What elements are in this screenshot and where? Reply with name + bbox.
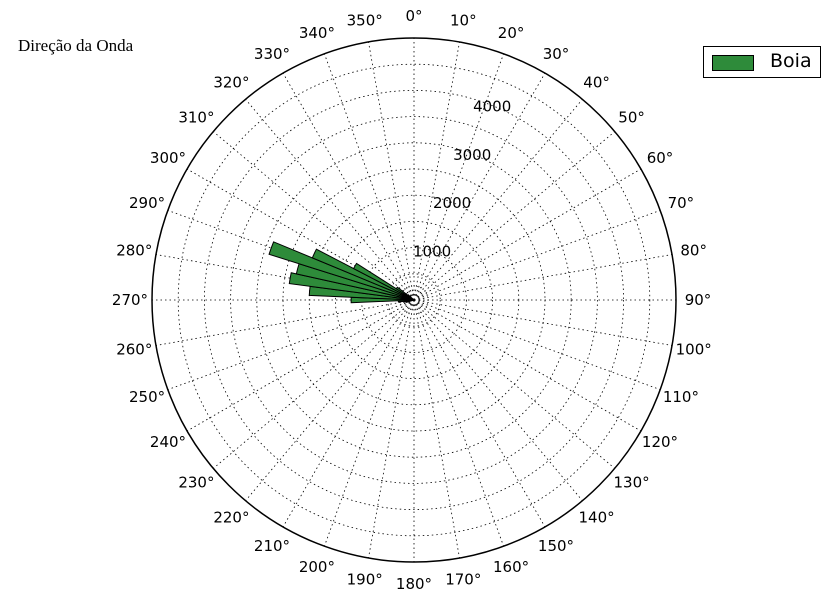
grid-circle <box>256 142 572 458</box>
bar-series <box>268 241 415 304</box>
angle-tick-label: 290° <box>129 194 165 212</box>
angle-tick-label: 110° <box>663 388 699 406</box>
angle-tick-label: 70° <box>668 194 695 212</box>
radial-tick-label: 3000 <box>453 146 491 164</box>
grid-spoke <box>155 299 415 346</box>
angle-tick-label: 20° <box>498 24 525 42</box>
grid-spoke <box>282 72 415 301</box>
grid-spoke <box>413 72 546 301</box>
grid-circle <box>230 116 598 484</box>
angle-tick-label: 130° <box>614 474 650 492</box>
angle-tick-label: 260° <box>116 340 152 358</box>
grid-spoke <box>155 254 415 301</box>
angle-tick-label: 350° <box>347 11 383 29</box>
angle-tick-label: 200° <box>299 558 335 576</box>
angle-tick-label: 40° <box>583 73 610 91</box>
angle-tick-label: 190° <box>347 571 383 589</box>
angle-tick-label: 330° <box>254 45 290 63</box>
axis-labels: 0° 10° 20° 30° 40° 50° 60° 70° 80° 90° 100° 110° 120… <box>112 7 712 593</box>
angle-tick-label: 210° <box>254 537 290 555</box>
grid-spoke <box>413 299 583 501</box>
angle-tick-label: 300° <box>150 149 186 167</box>
grid-spoke <box>167 299 415 390</box>
grid-spoke <box>324 53 415 301</box>
grid-spoke <box>324 299 415 547</box>
grid-spoke <box>413 299 661 390</box>
angle-tick-label: 140° <box>579 509 615 527</box>
chart-title: Direção da Onda <box>18 36 134 55</box>
angle-tick-label: 90° <box>685 291 712 309</box>
grid-spoke <box>213 131 415 301</box>
angle-tick-label: 30° <box>543 45 570 63</box>
legend: Boia <box>703 46 821 78</box>
grid-spoke <box>368 41 415 301</box>
angle-tick-label: 340° <box>299 24 335 42</box>
grid-spoke <box>413 99 583 301</box>
angle-tick-label: 80° <box>680 242 707 260</box>
grid-spoke <box>245 299 415 501</box>
grid-spoke <box>413 299 546 528</box>
radial-tick-label: 4000 <box>473 97 511 115</box>
angle-tick-label: 280° <box>116 242 152 260</box>
radial-tick-label: 2000 <box>433 194 471 212</box>
angle-tick-label: 240° <box>150 433 186 451</box>
grid-spoke <box>186 168 415 301</box>
angle-tick-label: 170° <box>445 571 481 589</box>
grid-spoke <box>245 99 415 301</box>
grid-spoke <box>413 53 504 301</box>
grid-spoke <box>213 299 415 469</box>
grid-spoke <box>186 299 415 432</box>
grid-circle <box>177 63 651 537</box>
legend-label: Boia <box>770 50 812 72</box>
angle-tick-label: 220° <box>213 509 249 527</box>
grid-circle <box>361 247 467 353</box>
angle-tick-label: 310° <box>178 108 214 126</box>
rose-bar <box>407 293 415 301</box>
grid-spoke <box>413 210 661 301</box>
grid-spoke <box>282 299 415 528</box>
angle-tick-label: 320° <box>213 73 249 91</box>
grid-spoke <box>413 168 642 301</box>
grid-spoke <box>413 299 615 469</box>
angle-tick-label: 160° <box>493 558 529 576</box>
angle-tick-label: 50° <box>618 108 645 126</box>
grid-spoke <box>413 299 673 346</box>
angle-tick-label: 250° <box>129 388 165 406</box>
angle-tick-label: 150° <box>538 537 574 555</box>
angle-tick-label: 0° <box>405 7 422 25</box>
grid-spoke <box>413 254 673 301</box>
angle-tick-label: 120° <box>642 433 678 451</box>
angle-tick-label: 60° <box>647 149 674 167</box>
angle-tick-label: 100° <box>676 340 712 358</box>
grid-spoke <box>413 131 615 301</box>
grid-circle <box>334 220 493 379</box>
grid-circle <box>203 89 625 511</box>
legend-swatch <box>712 55 754 71</box>
polar-grid <box>152 38 676 562</box>
grid-spoke <box>413 41 460 301</box>
grid-spoke <box>413 299 460 559</box>
grid-spoke <box>368 299 415 559</box>
angle-tick-label: 10° <box>450 11 477 29</box>
outer-axis-circle <box>151 37 677 563</box>
radial-tick-label: 1000 <box>413 243 451 261</box>
grid-spoke <box>413 299 642 432</box>
angle-tick-label: 180° <box>396 575 432 593</box>
angle-tick-label: 230° <box>178 474 214 492</box>
grid-spoke <box>413 299 504 547</box>
angle-tick-label: 270° <box>112 291 148 309</box>
